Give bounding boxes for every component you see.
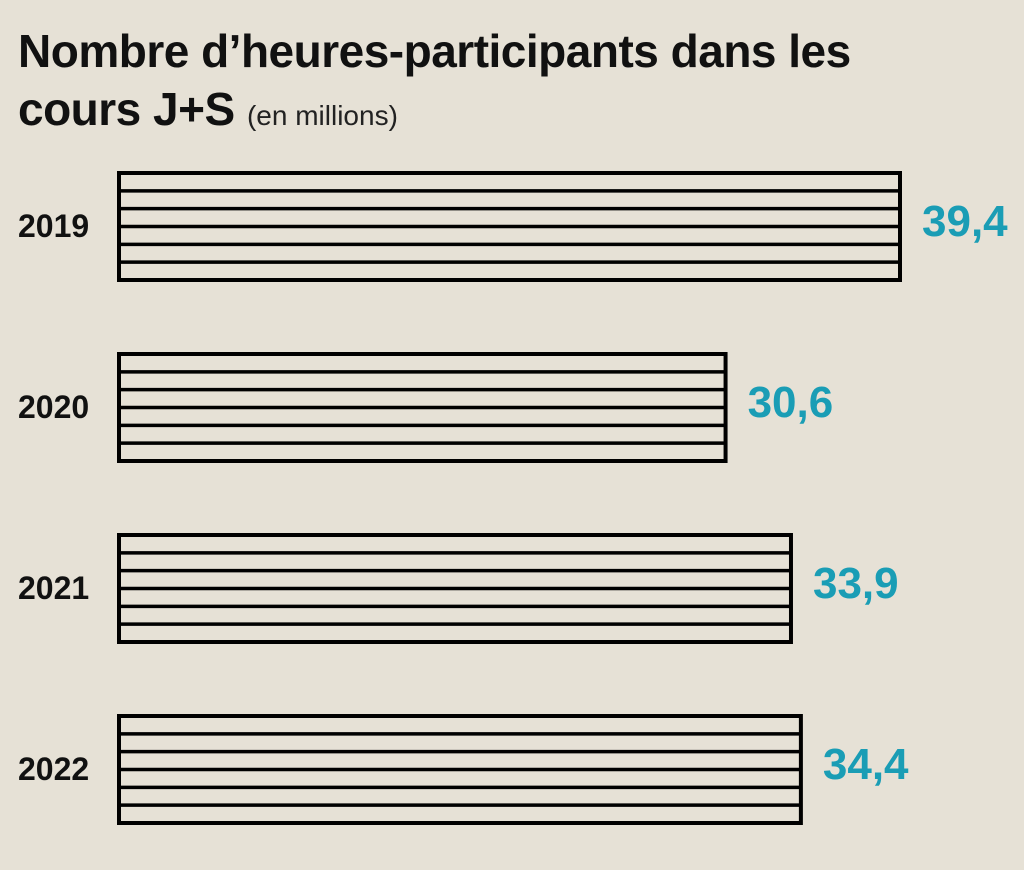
value-label: 39,4 [922,197,1008,246]
value-label: 34,4 [823,740,909,789]
year-label: 2019 [18,208,89,244]
value-label: 30,6 [748,378,834,427]
value-label: 33,9 [813,559,899,608]
chart-subtitle: (en millions) [246,100,398,131]
year-label: 2021 [18,570,89,606]
chart-title: Nombre d’heures-participants dans les co… [18,22,948,145]
year-label: 2020 [18,389,89,425]
year-label: 2022 [18,751,89,787]
title-text: Nombre d’heures-participants dans les co… [18,25,851,135]
